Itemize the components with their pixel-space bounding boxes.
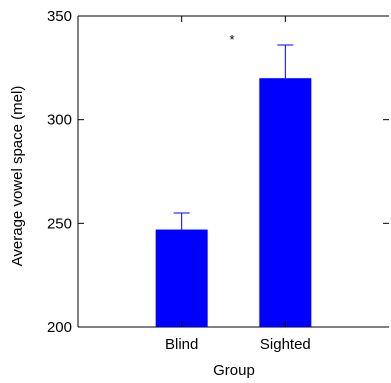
x-axis-label: Group	[213, 362, 255, 379]
y-tick-label: 200	[47, 319, 72, 336]
annotation-asterisk: *	[229, 32, 234, 47]
x-tick-label-blind: Blind	[165, 336, 198, 353]
ticks-layer: 200 250 300 350 Blind Sighted	[47, 8, 389, 353]
y-tick-label: 300	[47, 112, 72, 129]
y-tick-label: 350	[47, 8, 72, 25]
bars-layer	[155, 44, 312, 327]
axes-frame	[77, 15, 389, 328]
bar-blind	[155, 229, 208, 327]
y-tick-label: 250	[47, 215, 72, 232]
y-axis-label: Average vowel space (mel)	[9, 86, 26, 267]
bar-sighted	[259, 78, 312, 327]
x-tick-label-sighted: Sighted	[260, 336, 311, 353]
